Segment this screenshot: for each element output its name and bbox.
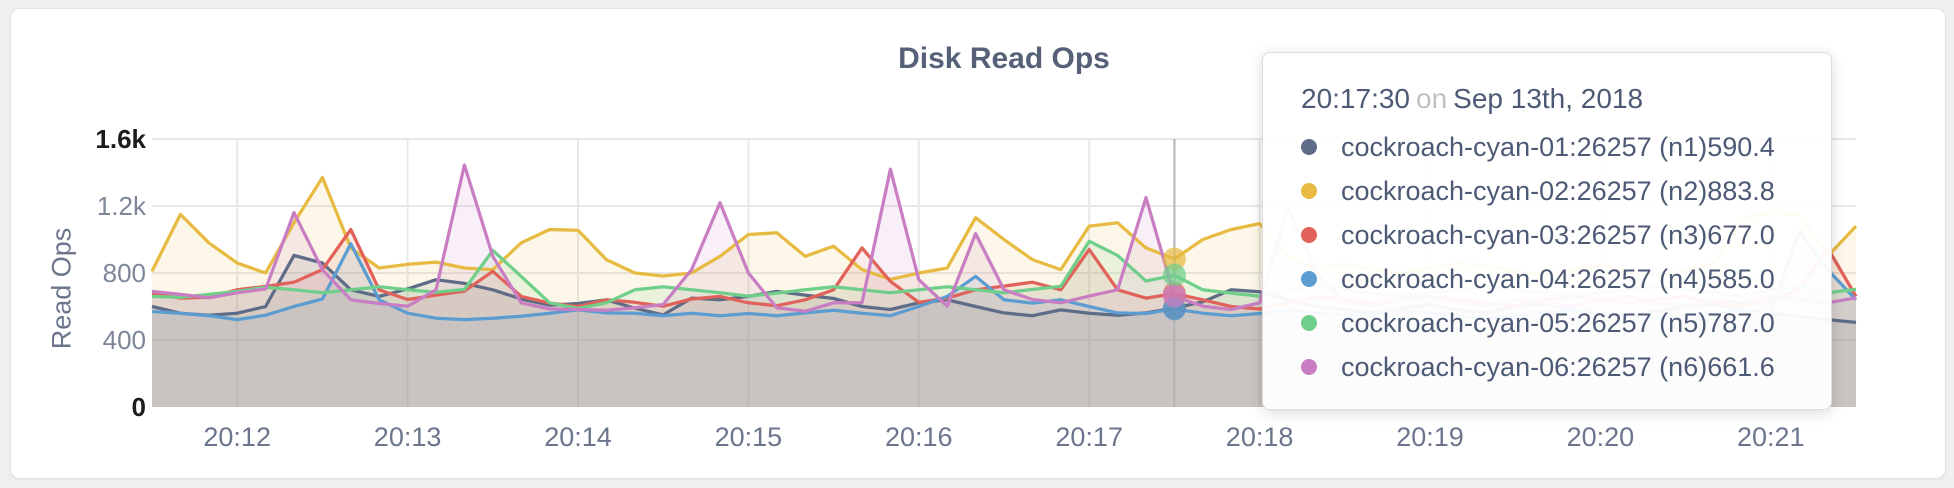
series-label: cockroach-cyan-01:26257 (n1) [1341,131,1708,162]
x-tick-label: 20:19 [1396,422,1464,452]
tooltip-header: 20:17:30 on Sep 13th, 2018 [1301,83,1793,115]
hover-point [1162,284,1186,308]
series-label: cockroach-cyan-02:26257 (n2) [1341,175,1708,206]
y-tick-label: 400 [102,325,146,355]
series-label: cockroach-cyan-03:26257 (n3) [1341,219,1708,250]
series-color-dot [1301,359,1317,375]
series-label: cockroach-cyan-05:26257 (n5) [1341,307,1708,338]
series-color-dot [1301,271,1317,287]
tooltip-series-row: cockroach-cyan-01:26257 (n1) 590.4 [1301,125,1793,169]
hover-point [1162,263,1186,287]
tooltip-series-row: cockroach-cyan-02:26257 (n2) 883.8 [1301,169,1793,213]
series-color-dot [1301,183,1317,199]
x-tick-label: 20:16 [885,422,953,452]
x-tick-label: 20:18 [1225,422,1294,452]
x-tick-label: 20:21 [1737,422,1805,452]
x-tick-label: 20:12 [203,422,271,452]
series-value: 787.0 [1707,307,1775,338]
series-value: 677.0 [1707,219,1775,250]
series-color-dot [1301,315,1317,331]
tooltip-series-row: cockroach-cyan-04:26257 (n4) 585.0 [1301,257,1793,301]
tooltip-series-row: cockroach-cyan-06:26257 (n6) 661.6 [1301,345,1793,389]
tooltip-series-row: cockroach-cyan-05:26257 (n5) 787.0 [1301,301,1793,345]
chart-title: Disk Read Ops [898,42,1110,75]
series-value: 590.4 [1707,131,1775,162]
series-value: 883.8 [1707,175,1775,206]
hover-point [1162,247,1186,271]
x-tick-label: 20:13 [373,422,442,452]
series-color-dot [1301,139,1317,155]
y-tick-label: 0 [131,392,146,422]
x-tick-label: 20:20 [1566,422,1635,452]
tooltip-time: 20:17:30 [1301,83,1410,114]
tooltip-series-list: cockroach-cyan-01:26257 (n1) 590.4 cockroa… [1301,125,1793,389]
x-tick-label: 20:14 [544,422,612,452]
tooltip-date: Sep 13th, 2018 [1453,83,1644,114]
x-tick-label: 20:15 [714,422,783,452]
series-label: cockroach-cyan-04:26257 (n4) [1341,263,1708,294]
series-color-dot [1301,227,1317,243]
y-tick-label: 1.6k [95,124,146,154]
tooltip-on-word: on [1416,83,1448,114]
tooltip-series-row: cockroach-cyan-03:26257 (n3) 677.0 [1301,213,1793,257]
series-label: cockroach-cyan-06:26257 (n6) [1341,351,1708,382]
chart-tooltip: 20:17:30 on Sep 13th, 2018 cockroach-cyan-… [1262,52,1832,410]
y-tick-label: 800 [102,258,146,288]
series-value: 585.0 [1707,263,1775,294]
y-tick-label: 1.2k [96,191,146,221]
series-value: 661.6 [1707,351,1775,382]
x-tick-label: 20:17 [1055,422,1123,452]
